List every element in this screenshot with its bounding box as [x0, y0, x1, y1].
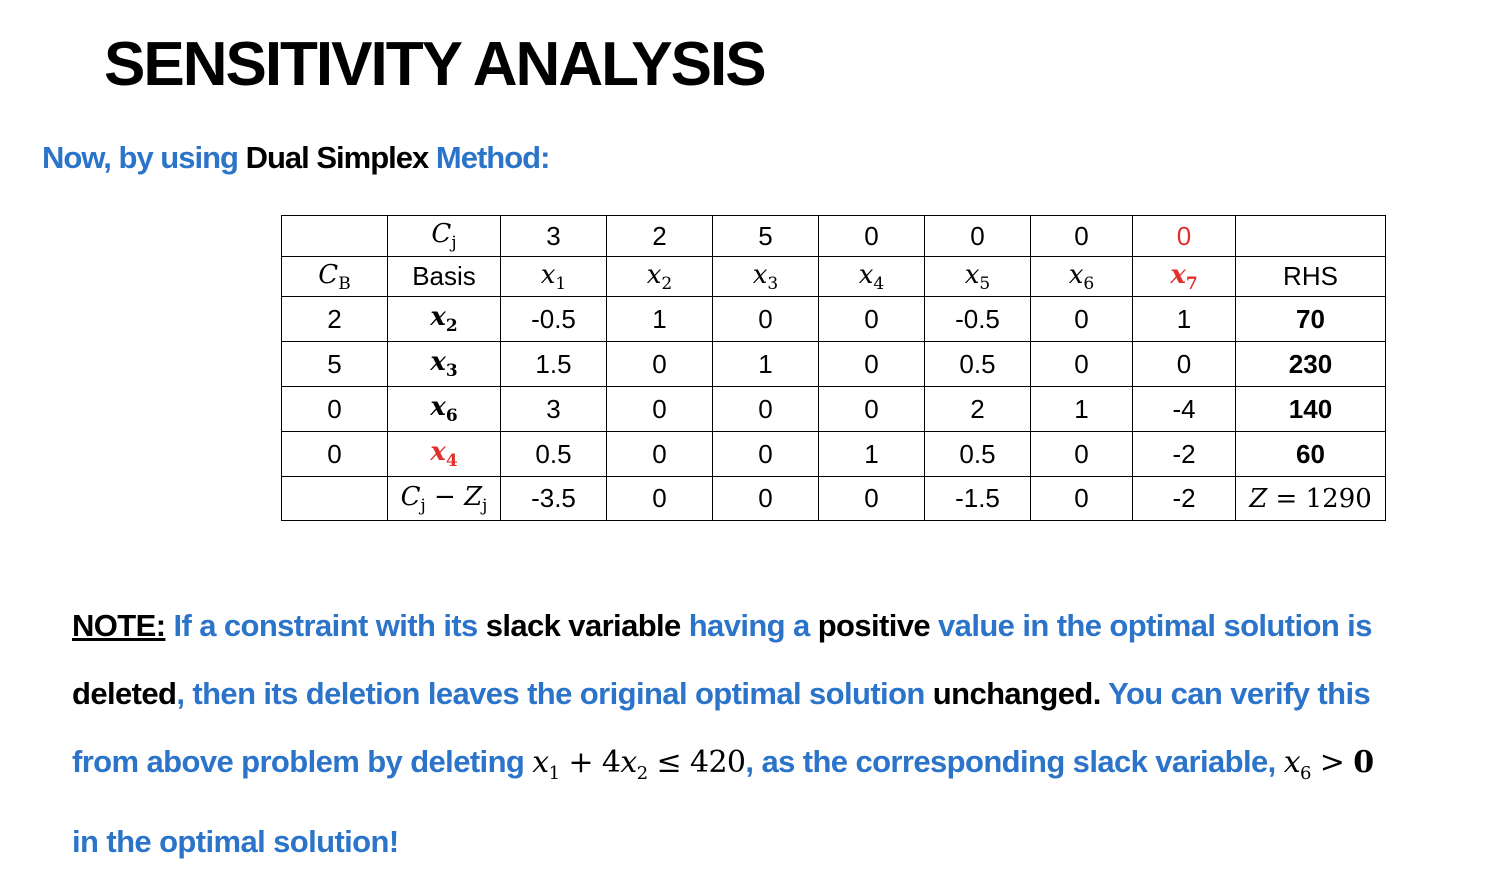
cb-header: CB: [281, 256, 388, 297]
table-cell: 0: [712, 296, 819, 342]
variable-header-highlight: x7: [1132, 256, 1236, 297]
variables-row: CB Basis x1 x2 x3 x4 x5 x6 x7 RHS: [281, 256, 1386, 297]
cj-value: 0: [818, 215, 925, 257]
cz-value: 0: [818, 476, 925, 521]
rhs-value: 70: [1235, 296, 1386, 342]
cj-value: 3: [500, 215, 607, 257]
table-cell: -2: [1132, 431, 1236, 477]
table-cell: 0: [712, 386, 819, 432]
cj-value-highlight: 0: [1132, 215, 1236, 257]
table-cell: -0.5: [924, 296, 1031, 342]
table-cell: 0: [818, 386, 925, 432]
cb-value: 2: [281, 296, 388, 342]
cz-value: 0: [712, 476, 819, 521]
variable-header: x3: [712, 256, 819, 297]
table-cell: 0: [1030, 296, 1133, 342]
empty-cell: [281, 476, 388, 521]
objective-value: Z = 1290: [1235, 476, 1386, 521]
cj-value: 5: [712, 215, 819, 257]
table-cell: 1.5: [500, 341, 607, 387]
variable-header: x5: [924, 256, 1031, 297]
cz-label: Cj − Zj: [387, 476, 501, 521]
cj-value: 0: [1030, 215, 1133, 257]
cj-header: Cj: [387, 215, 501, 257]
slide-title: SENSITIVITY ANALYSIS: [104, 30, 767, 99]
note-label: NOTE:: [72, 608, 166, 643]
table-row: 0 x4 0.5 0 0 1 0.5 0 -2 60: [281, 431, 1386, 477]
constraint-formula: x1 + 4x2 ≤ 420: [532, 745, 746, 784]
slack-condition: x6 > 0: [1283, 745, 1374, 784]
basis-variable: x3: [387, 341, 501, 387]
table-cell: 0.5: [924, 341, 1031, 387]
table-cell: -0.5: [500, 296, 607, 342]
variable-header: x2: [606, 256, 713, 297]
cj-value: 2: [606, 215, 713, 257]
table-row: 2 x2 -0.5 1 0 0 -0.5 0 1 70: [281, 296, 1386, 342]
note-paragraph: NOTE: If a constraint with its slack var…: [72, 608, 1374, 859]
cz-value: 0: [606, 476, 713, 521]
table-cell: 1: [606, 296, 713, 342]
table-cell: 1: [1132, 296, 1236, 342]
table-cell: 0.5: [500, 431, 607, 477]
rhs-value: 140: [1235, 386, 1386, 432]
basis-header: Basis: [387, 256, 501, 297]
table-cell: 0: [606, 431, 713, 477]
table-cell: 1: [712, 341, 819, 387]
empty-cell: [281, 215, 388, 257]
table-cell: 0: [1132, 341, 1236, 387]
table-row: 0 x6 3 0 0 0 2 1 -4 140: [281, 386, 1386, 432]
cb-value: 5: [281, 341, 388, 387]
table-cell: 1: [1030, 386, 1133, 432]
cb-value: 0: [281, 431, 388, 477]
rhs-header: RHS: [1235, 256, 1386, 297]
table-cell: 0: [818, 296, 925, 342]
variable-header: x1: [500, 256, 607, 297]
rhs-value: 60: [1235, 431, 1386, 477]
cj-subscript: j: [451, 233, 457, 254]
cz-value: -1.5: [924, 476, 1031, 521]
table-row: 5 x3 1.5 0 1 0 0.5 0 0 230: [281, 341, 1386, 387]
table-cell: 0: [606, 341, 713, 387]
cj-value: 0: [924, 215, 1031, 257]
subtitle-part1: Now, by using: [42, 140, 246, 175]
table-cell: 0: [1030, 431, 1133, 477]
table-cell: 0.5: [924, 431, 1031, 477]
cz-value: -3.5: [500, 476, 607, 521]
cb-symbol: C: [318, 259, 339, 290]
subtitle: Now, by using Dual Simplex Method:: [42, 138, 551, 178]
table-cell: 2: [924, 386, 1031, 432]
rhs-value: 230: [1235, 341, 1386, 387]
empty-cell: [1235, 215, 1386, 257]
cb-value: 0: [281, 386, 388, 432]
table-cell: -4: [1132, 386, 1236, 432]
table-cell: 0: [1030, 341, 1133, 387]
cj-row: Cj 3 2 5 0 0 0 0: [281, 215, 1386, 257]
table-cell: 3: [500, 386, 607, 432]
basis-variable: x6: [387, 386, 501, 432]
table-cell: 0: [606, 386, 713, 432]
cz-row: Cj − Zj -3.5 0 0 0 -1.5 0 -2 Z = 1290: [281, 476, 1386, 521]
table-cell: 1: [818, 431, 925, 477]
variable-header: x6: [1030, 256, 1133, 297]
cb-subscript: B: [338, 274, 351, 295]
subtitle-method-name: Dual Simplex: [245, 140, 430, 175]
cz-value: -2: [1132, 476, 1236, 521]
simplex-tableau: Cj 3 2 5 0 0 0 0 CB Basis x1 x2 x3 x4 x5…: [281, 215, 1386, 521]
subtitle-part3: Method:: [428, 140, 551, 175]
variable-header: x4: [818, 256, 925, 297]
cz-value: 0: [1030, 476, 1133, 521]
basis-variable-highlight: x4: [387, 431, 501, 477]
table-cell: 0: [818, 341, 925, 387]
table-cell: 0: [712, 431, 819, 477]
cj-symbol: C: [431, 219, 452, 250]
basis-variable: x2: [387, 296, 501, 342]
